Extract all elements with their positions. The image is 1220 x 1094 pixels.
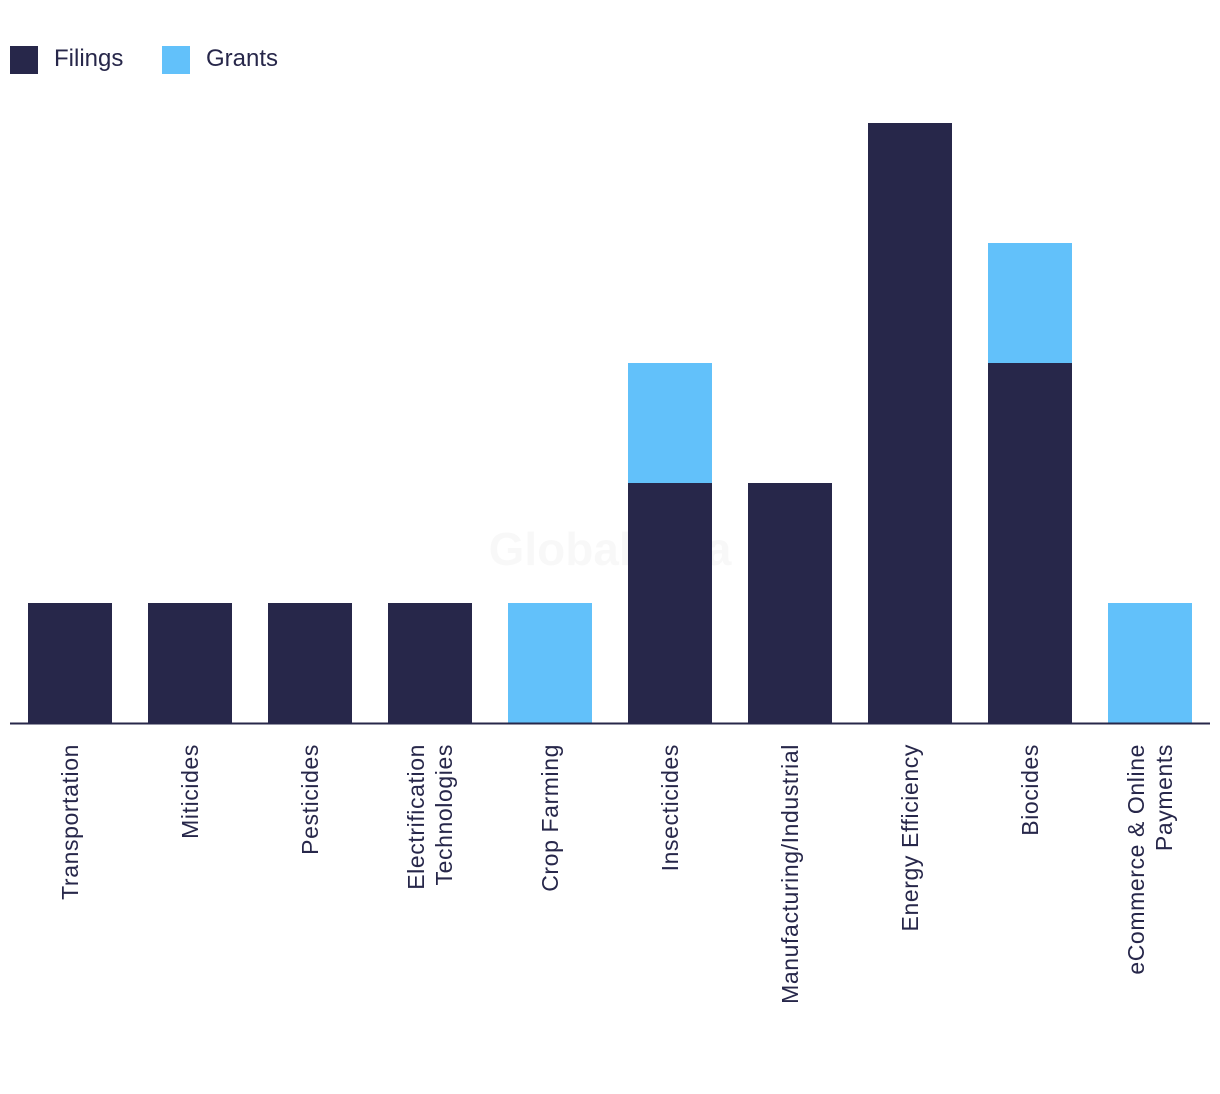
bar-filings-pesticides <box>268 603 352 723</box>
x-tick-label: Pesticides <box>297 744 323 855</box>
x-tick-label: Energy Efficiency <box>897 744 923 931</box>
x-tick-label: Insecticides <box>657 744 683 871</box>
x-tick-label: Electrification <box>403 744 429 890</box>
legend-label-filings: Filings <box>54 45 123 72</box>
x-tick-label: Miticides <box>177 744 203 839</box>
bar-grants-biocides <box>988 243 1072 363</box>
bar-filings-transportation <box>28 603 112 723</box>
legend-swatch-filings <box>10 46 38 74</box>
legend-label-grants: Grants <box>206 45 278 72</box>
bar-filings-manufacturing-industrial <box>748 483 832 723</box>
bar-filings-electrification-technologies <box>388 603 472 723</box>
bars <box>28 123 1192 723</box>
legend-swatch-grants <box>162 46 190 74</box>
x-tick-label: Technologies <box>431 744 457 885</box>
x-tick-labels: Transportation Miticides Pesticides Electri… <box>57 744 1177 1004</box>
x-tick-label: Manufacturing/Industrial <box>777 744 803 1004</box>
legend: Filings Grants <box>10 45 278 74</box>
bar-filings-insecticides <box>628 483 712 723</box>
bar-filings-energy-efficiency <box>868 123 952 723</box>
x-tick-label: eCommerce & Online <box>1123 744 1149 975</box>
bar-filings-miticides <box>148 603 232 723</box>
x-tick-label: Crop Farming <box>537 744 563 892</box>
bar-grants-insecticides <box>628 363 712 483</box>
bar-grants-crop-farming <box>508 603 592 723</box>
bar-grants-ecommerce-online-payments <box>1108 603 1192 723</box>
x-tick-label: Transportation <box>57 744 83 900</box>
bar-filings-biocides <box>988 363 1072 723</box>
x-tick-label: Biocides <box>1017 744 1043 836</box>
x-tick-label: Payments <box>1151 744 1177 851</box>
